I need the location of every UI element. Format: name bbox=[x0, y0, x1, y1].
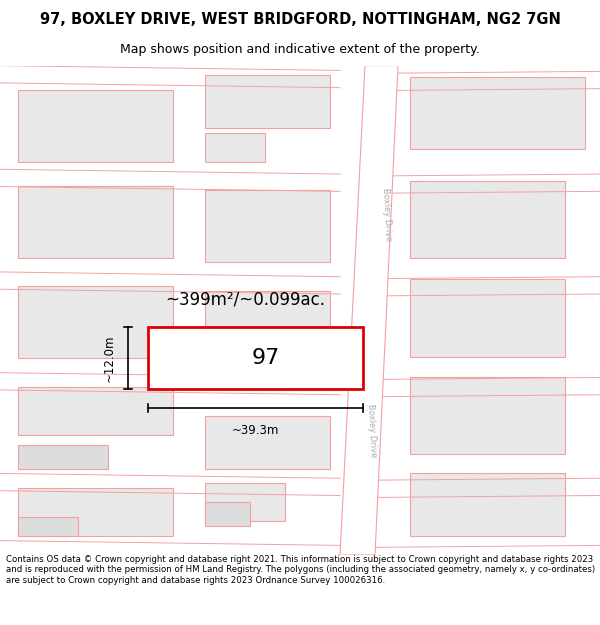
Bar bbox=[18, 387, 173, 435]
Text: 97: 97 bbox=[251, 348, 280, 368]
Polygon shape bbox=[340, 66, 398, 555]
Text: ~39.3m: ~39.3m bbox=[232, 424, 279, 436]
Text: ~12.0m: ~12.0m bbox=[103, 334, 116, 381]
Bar bbox=[410, 474, 565, 536]
Text: Map shows position and indicative extent of the property.: Map shows position and indicative extent… bbox=[120, 42, 480, 56]
Bar bbox=[148, 327, 363, 389]
Bar bbox=[410, 279, 565, 358]
Bar bbox=[205, 75, 330, 128]
Bar bbox=[205, 291, 330, 368]
Bar bbox=[205, 191, 330, 262]
Text: Boxley Drive: Boxley Drive bbox=[381, 188, 393, 241]
Bar bbox=[410, 378, 565, 454]
Bar bbox=[205, 503, 250, 526]
Text: 97, BOXLEY DRIVE, WEST BRIDGFORD, NOTTINGHAM, NG2 7GN: 97, BOXLEY DRIVE, WEST BRIDGFORD, NOTTIN… bbox=[40, 12, 560, 27]
Bar bbox=[18, 89, 173, 162]
Bar bbox=[18, 488, 173, 536]
Bar bbox=[410, 77, 585, 149]
Bar bbox=[410, 181, 565, 258]
Text: Contains OS data © Crown copyright and database right 2021. This information is : Contains OS data © Crown copyright and d… bbox=[6, 555, 595, 585]
Bar bbox=[205, 132, 265, 162]
Text: ~399m²/~0.099ac.: ~399m²/~0.099ac. bbox=[166, 291, 325, 309]
Bar bbox=[18, 517, 78, 536]
Bar bbox=[205, 483, 285, 521]
Text: Boxley Drive: Boxley Drive bbox=[366, 403, 378, 458]
Bar bbox=[18, 186, 173, 258]
Bar bbox=[18, 286, 173, 358]
Bar bbox=[205, 416, 330, 469]
Bar bbox=[18, 444, 108, 469]
